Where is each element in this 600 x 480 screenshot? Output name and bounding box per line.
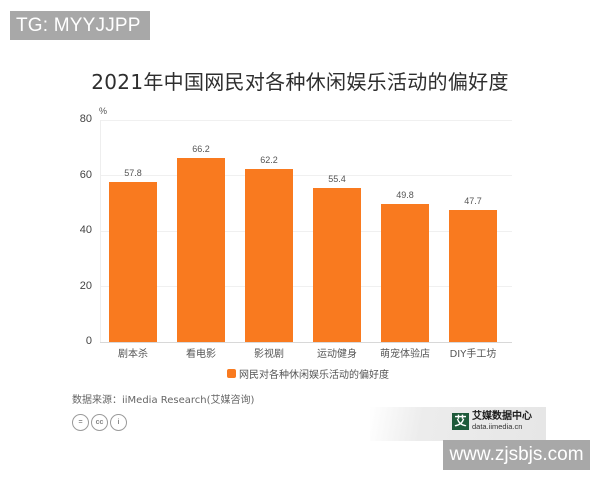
y-tick-40: 40 bbox=[79, 224, 92, 236]
x-label-fitness: 运动健身 bbox=[317, 349, 357, 360]
bar-value-label: 47.7 bbox=[464, 195, 482, 206]
x-label-jubensha: 剧本杀 bbox=[118, 349, 148, 360]
bar-1 bbox=[177, 158, 225, 342]
y-tick-20: 20 bbox=[79, 280, 92, 292]
y-axis-unit: % bbox=[99, 106, 108, 116]
x-label-tv-series: 影视剧 bbox=[254, 349, 284, 360]
bar-0 bbox=[109, 181, 157, 342]
x-label-movies: 看电影 bbox=[186, 349, 216, 360]
bar-3 bbox=[313, 188, 361, 342]
legend-swatch bbox=[227, 369, 236, 378]
y-tick-60: 60 bbox=[79, 169, 92, 181]
gridline-20 bbox=[100, 286, 512, 287]
bar-value-label: 66.2 bbox=[192, 144, 210, 155]
logo-cn-text: 艾媒数据中心 bbox=[472, 411, 532, 422]
x-axis-line bbox=[100, 342, 512, 343]
watermark-bottom-right: www.zjsbjs.com bbox=[443, 440, 590, 470]
plot-area bbox=[100, 120, 512, 343]
y-axis-line bbox=[100, 120, 101, 342]
bar-value-label: 57.8 bbox=[124, 167, 142, 178]
data-source: 数据来源：iiMedia Research(艾媒咨询) bbox=[72, 395, 255, 406]
watermark-top-left: TG: MYYJJPP bbox=[10, 11, 150, 40]
bar-2 bbox=[245, 169, 293, 342]
gridline-80 bbox=[100, 120, 512, 121]
logo-mark-icon: 艾 bbox=[452, 412, 469, 430]
iimedia-logo: 艾 艾媒数据中心 data.iimedia.cn bbox=[452, 411, 532, 431]
bar-5 bbox=[449, 209, 497, 342]
logo-url: data.iimedia.cn bbox=[472, 421, 523, 431]
bar-value-label: 55.4 bbox=[328, 174, 346, 185]
bar-value-label: 62.2 bbox=[260, 155, 278, 166]
chart-title: 2021年中国网民对各种休闲娱乐活动的偏好度 bbox=[91, 70, 509, 94]
gridline-40 bbox=[100, 231, 512, 232]
person-icon: i bbox=[110, 414, 127, 431]
x-label-pet-cafe: 萌宠体验店 bbox=[380, 349, 430, 360]
y-tick-0: 0 bbox=[85, 335, 92, 347]
y-tick-80: 80 bbox=[79, 113, 92, 125]
bar-4 bbox=[381, 203, 429, 342]
license-icons: = cc i bbox=[72, 414, 127, 431]
cc-icon: cc bbox=[91, 414, 108, 431]
legend-label: 网民对各种休闲娱乐活动的偏好度 bbox=[239, 370, 389, 381]
bar-value-label: 49.8 bbox=[396, 189, 414, 200]
equal-icon: = bbox=[72, 414, 89, 431]
gridline-60 bbox=[100, 175, 512, 176]
chart-legend: 网民对各种休闲娱乐活动的偏好度 bbox=[227, 366, 389, 381]
x-label-diy-workshop: DIY手工坊 bbox=[449, 349, 497, 360]
